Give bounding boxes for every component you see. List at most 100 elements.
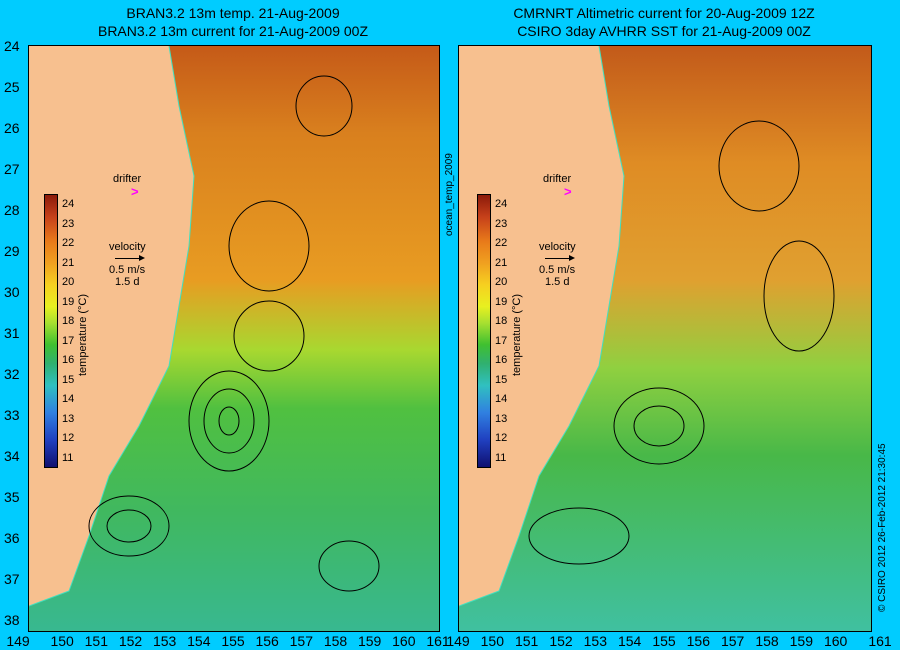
colorbar-tick: 11 [495,451,507,464]
latitude-tick: 26 [4,120,20,136]
right-longitude-tick: 159 [789,633,814,649]
latitude-tick: 27 [4,161,20,177]
latitude-tick: 30 [4,284,20,300]
colorbar-tick: 21 [495,256,508,269]
colorbar-tick: 12 [495,432,508,444]
colorbar-tick: 11 [62,451,74,464]
colorbar-tick: 22 [62,237,75,249]
left-longitude-tick: 155 [221,633,245,649]
left-panel-title: BRAN3.2 13m temp. 21-Aug-2009 BRAN3.2 13… [28,4,438,40]
credit-label: © CSIRO 2012 26-Feb-2012 21:30:45 [877,443,888,612]
colorbar-tick: 17 [62,334,75,347]
colorbar-tick: 18 [495,315,508,327]
right-longitude-tick: 154 [617,633,642,649]
latitude-tick: 37 [4,571,20,587]
latitude-tick: 24 [4,38,20,54]
right-longitude-tick: 155 [652,633,676,649]
right-longitude-tick: 156 [686,633,711,649]
latitude-tick: 32 [4,366,20,382]
right-coastline [459,46,625,607]
right-longitude-tick: 151 [514,633,539,649]
right-longitude-tick: 152 [549,633,573,649]
left-coastline [29,46,195,607]
right-velocity-duration: 1.5 d [545,276,570,288]
colorbar-tick: 15 [495,373,508,386]
colorbar-tick: 23 [62,217,75,230]
right-longitude-tick: 161 [868,633,892,649]
right-map-svg [459,46,871,631]
colorbar-tick: 24 [495,198,508,210]
left-current-eddies [88,75,380,592]
left-longitude-tick: 160 [392,633,416,649]
colorbar-tick: 14 [495,393,508,405]
ocean-temp-label: ocean_temp_2009 [444,153,455,236]
colorbar-tick: 16 [495,354,508,366]
latitude-tick: 38 [4,612,20,628]
left-longitude-tick: 159 [357,633,382,649]
colorbar-tick: 13 [62,412,75,425]
colorbar-tick: 22 [495,237,508,249]
latitude-tick: 29 [4,243,20,259]
colorbar-tick: 13 [495,412,508,425]
right-title-line2: CSIRO 3day AVHRR SST for 21-Aug-2009 00Z [517,23,811,39]
colorbar-tick: 16 [62,354,75,366]
latitude-tick: 34 [4,448,20,464]
left-longitude-tick: 156 [255,633,279,649]
left-longitude-tick: 157 [289,633,314,649]
left-drifter-marker: > [131,184,139,199]
right-longitude-tick: 149 [446,633,470,649]
right-longitude-tick: 153 [583,633,608,649]
right-longitude-tick: 160 [823,633,848,649]
left-velocity-label: velocity [109,241,146,253]
colorbar-tick: 14 [62,393,75,405]
left-longitude-tick: 154 [187,633,211,649]
right-velocity-speed: 0.5 m/s [539,264,576,276]
left-longitude-tick: 158 [323,633,348,649]
right-panel-title: CMRNRT Altimetric current for 20-Aug-200… [458,4,870,40]
colorbar-tick: 17 [495,334,508,347]
latitude-tick: 36 [4,530,20,546]
left-velocity-speed: 0.5 m/s [109,264,146,276]
right-map-panel: temperature (°C) drifter > velocity 0.5 … [458,45,872,632]
right-longitude-tick: 157 [720,633,745,649]
left-longitude-tick: 149 [6,633,30,649]
left-longitude-tick: 150 [50,633,74,649]
left-longitude-tick: 161 [426,633,450,649]
right-current-eddies [528,120,835,565]
colorbar-tick: 24 [62,198,75,210]
latitude-tick: 25 [4,79,20,95]
left-title-line1: BRAN3.2 13m temp. 21-Aug-2009 [126,5,340,21]
left-map-svg [29,46,439,631]
left-velocity-arrow [115,255,145,261]
latitude-tick: 33 [4,407,20,423]
right-velocity-label: velocity [539,241,576,253]
left-drifter-label: drifter [113,173,142,185]
left-longitude-tick: 151 [84,633,109,649]
left-longitude-tick: 152 [118,633,143,649]
colorbar-tick: 19 [495,295,508,308]
left-title-line2: BRAN3.2 13m current for 21-Aug-2009 00Z [97,23,369,39]
latitude-tick: 35 [4,489,20,505]
right-longitude-tick: 158 [755,633,779,649]
left-colorbar-label: temperature (°C) [77,293,89,376]
colorbar-tick: 18 [62,315,75,327]
colorbar-tick: 20 [495,276,508,288]
colorbar-tick: 23 [495,217,508,230]
right-ocean [459,46,871,631]
colorbar-tick: 20 [62,276,75,288]
left-longitude-tick: 153 [152,633,177,649]
right-drifter-label: drifter [543,173,572,185]
left-map-panel: temperature (°C) drifter > velocity 0.5 … [28,45,440,632]
right-title-line1: CMRNRT Altimetric current for 20-Aug-200… [513,5,815,21]
colorbar-tick: 21 [62,256,75,269]
right-colorbar-label: temperature (°C) [511,293,523,376]
right-longitude-tick: 150 [480,633,505,649]
left-colorbar [44,194,58,468]
right-velocity-arrow [545,255,575,261]
latitude-tick: 31 [4,325,20,341]
right-drifter-marker: > [564,184,572,199]
left-velocity-duration: 1.5 d [115,276,140,288]
colorbar-tick: 19 [62,295,75,308]
latitude-tick: 28 [4,202,20,218]
colorbar-tick: 12 [62,432,75,444]
